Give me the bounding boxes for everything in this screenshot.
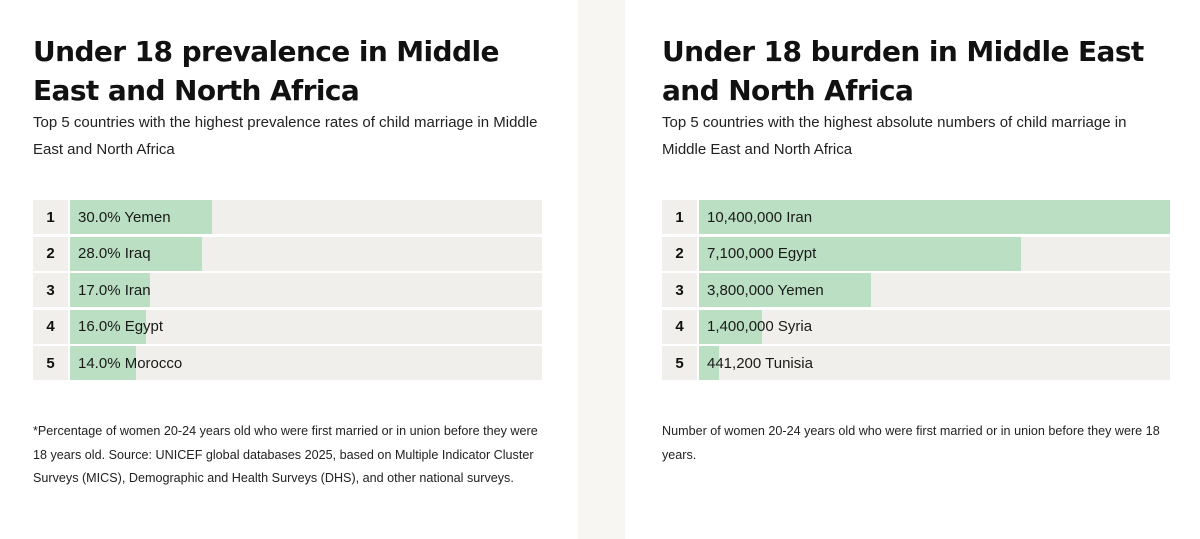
- bar-fill: [70, 346, 137, 380]
- bar-fill: [70, 309, 146, 344]
- bar-fill: [699, 200, 1170, 234]
- chart-footnote: *Percentage of women 20-24 years old who…: [33, 424, 538, 485]
- bar-row: 3 3,800,000 Yemen: [662, 273, 1170, 307]
- chart-title: Under 18 burden in Middle East and North…: [662, 35, 1144, 107]
- bar-label: 10,400,000 Iran: [707, 208, 813, 226]
- bar-fill: [699, 309, 763, 344]
- bar-rank: 4: [33, 309, 70, 344]
- bar-rank: 5: [662, 346, 699, 380]
- bar-label: 7,100,000 Egypt: [707, 245, 817, 262]
- bar-label: 1,400,000 Syria: [707, 318, 813, 335]
- bar-row: 2 7,100,000 Egypt: [662, 236, 1170, 271]
- bar-row: 2 28.0% Iraq: [33, 236, 542, 271]
- bar-list: 1 30.0% Yemen 2 28.0% Iraq 3 17.0% Iran 4 16.0%…: [33, 200, 542, 383]
- bar-rank: 2: [33, 236, 70, 271]
- bar-fill: [70, 236, 203, 271]
- bar-track: 10,400,000 Iran: [699, 200, 1170, 234]
- bar-fill: [70, 273, 151, 307]
- bar-row: 5 14.0% Morocco: [33, 346, 542, 380]
- bar-track: 17.0% Iran: [70, 273, 542, 307]
- bar-label: 28.0% Iraq: [78, 245, 151, 262]
- bar-label: 17.0% Iran: [78, 281, 151, 299]
- bar-track: 14.0% Morocco: [70, 346, 542, 380]
- chart-title: Under 18 prevalence in Middle East and N…: [33, 35, 499, 107]
- bar-rank: 1: [662, 200, 699, 234]
- bar-track: 441,200 Tunisia: [699, 346, 1170, 380]
- bar-fill: [699, 236, 1021, 271]
- bar-track: 1,400,000 Syria: [699, 309, 1170, 344]
- bar-fill: [70, 200, 212, 234]
- bar-rank: 1: [33, 200, 70, 234]
- bar-row: 1 10,400,000 Iran: [662, 200, 1170, 234]
- panel-divider: [578, 0, 625, 539]
- bar-row: 1 30.0% Yemen: [33, 200, 542, 234]
- bar-label: 16.0% Egypt: [78, 318, 164, 335]
- bar-track: 7,100,000 Egypt: [699, 236, 1170, 271]
- bar-fill: [699, 273, 872, 307]
- bar-rank: 2: [662, 236, 699, 271]
- bar-track: 3,800,000 Yemen: [699, 273, 1170, 307]
- bar-label: 3,800,000 Yemen: [707, 281, 824, 299]
- chart-footnote: Number of women 20-24 years old who were…: [662, 424, 1160, 462]
- bar-fill: [699, 346, 719, 380]
- chart-subtitle: Top 5 countries with the highest prevale…: [33, 114, 538, 158]
- bar-track: 16.0% Egypt: [70, 309, 542, 344]
- bar-label: 441,200 Tunisia: [707, 354, 813, 372]
- bar-rank: 3: [33, 273, 70, 307]
- bar-row: 3 17.0% Iran: [33, 273, 542, 307]
- chart-subtitle: Top 5 countries with the highest absolut…: [662, 114, 1127, 158]
- bar-rank: 5: [33, 346, 70, 380]
- bar-list: 1 10,400,000 Iran 2 7,100,000 Egypt 3 3,800,0…: [662, 200, 1170, 383]
- bar-label: 14.0% Morocco: [78, 354, 183, 372]
- bar-track: 28.0% Iraq: [70, 236, 542, 271]
- bar-row: 4 1,400,000 Syria: [662, 309, 1170, 344]
- bar-row: 4 16.0% Egypt: [33, 309, 542, 344]
- bar-label: 30.0% Yemen: [78, 208, 171, 226]
- bar-rank: 3: [662, 273, 699, 307]
- bar-rank: 4: [662, 309, 699, 344]
- bar-row: 5 441,200 Tunisia: [662, 346, 1170, 380]
- bar-track: 30.0% Yemen: [70, 200, 542, 234]
